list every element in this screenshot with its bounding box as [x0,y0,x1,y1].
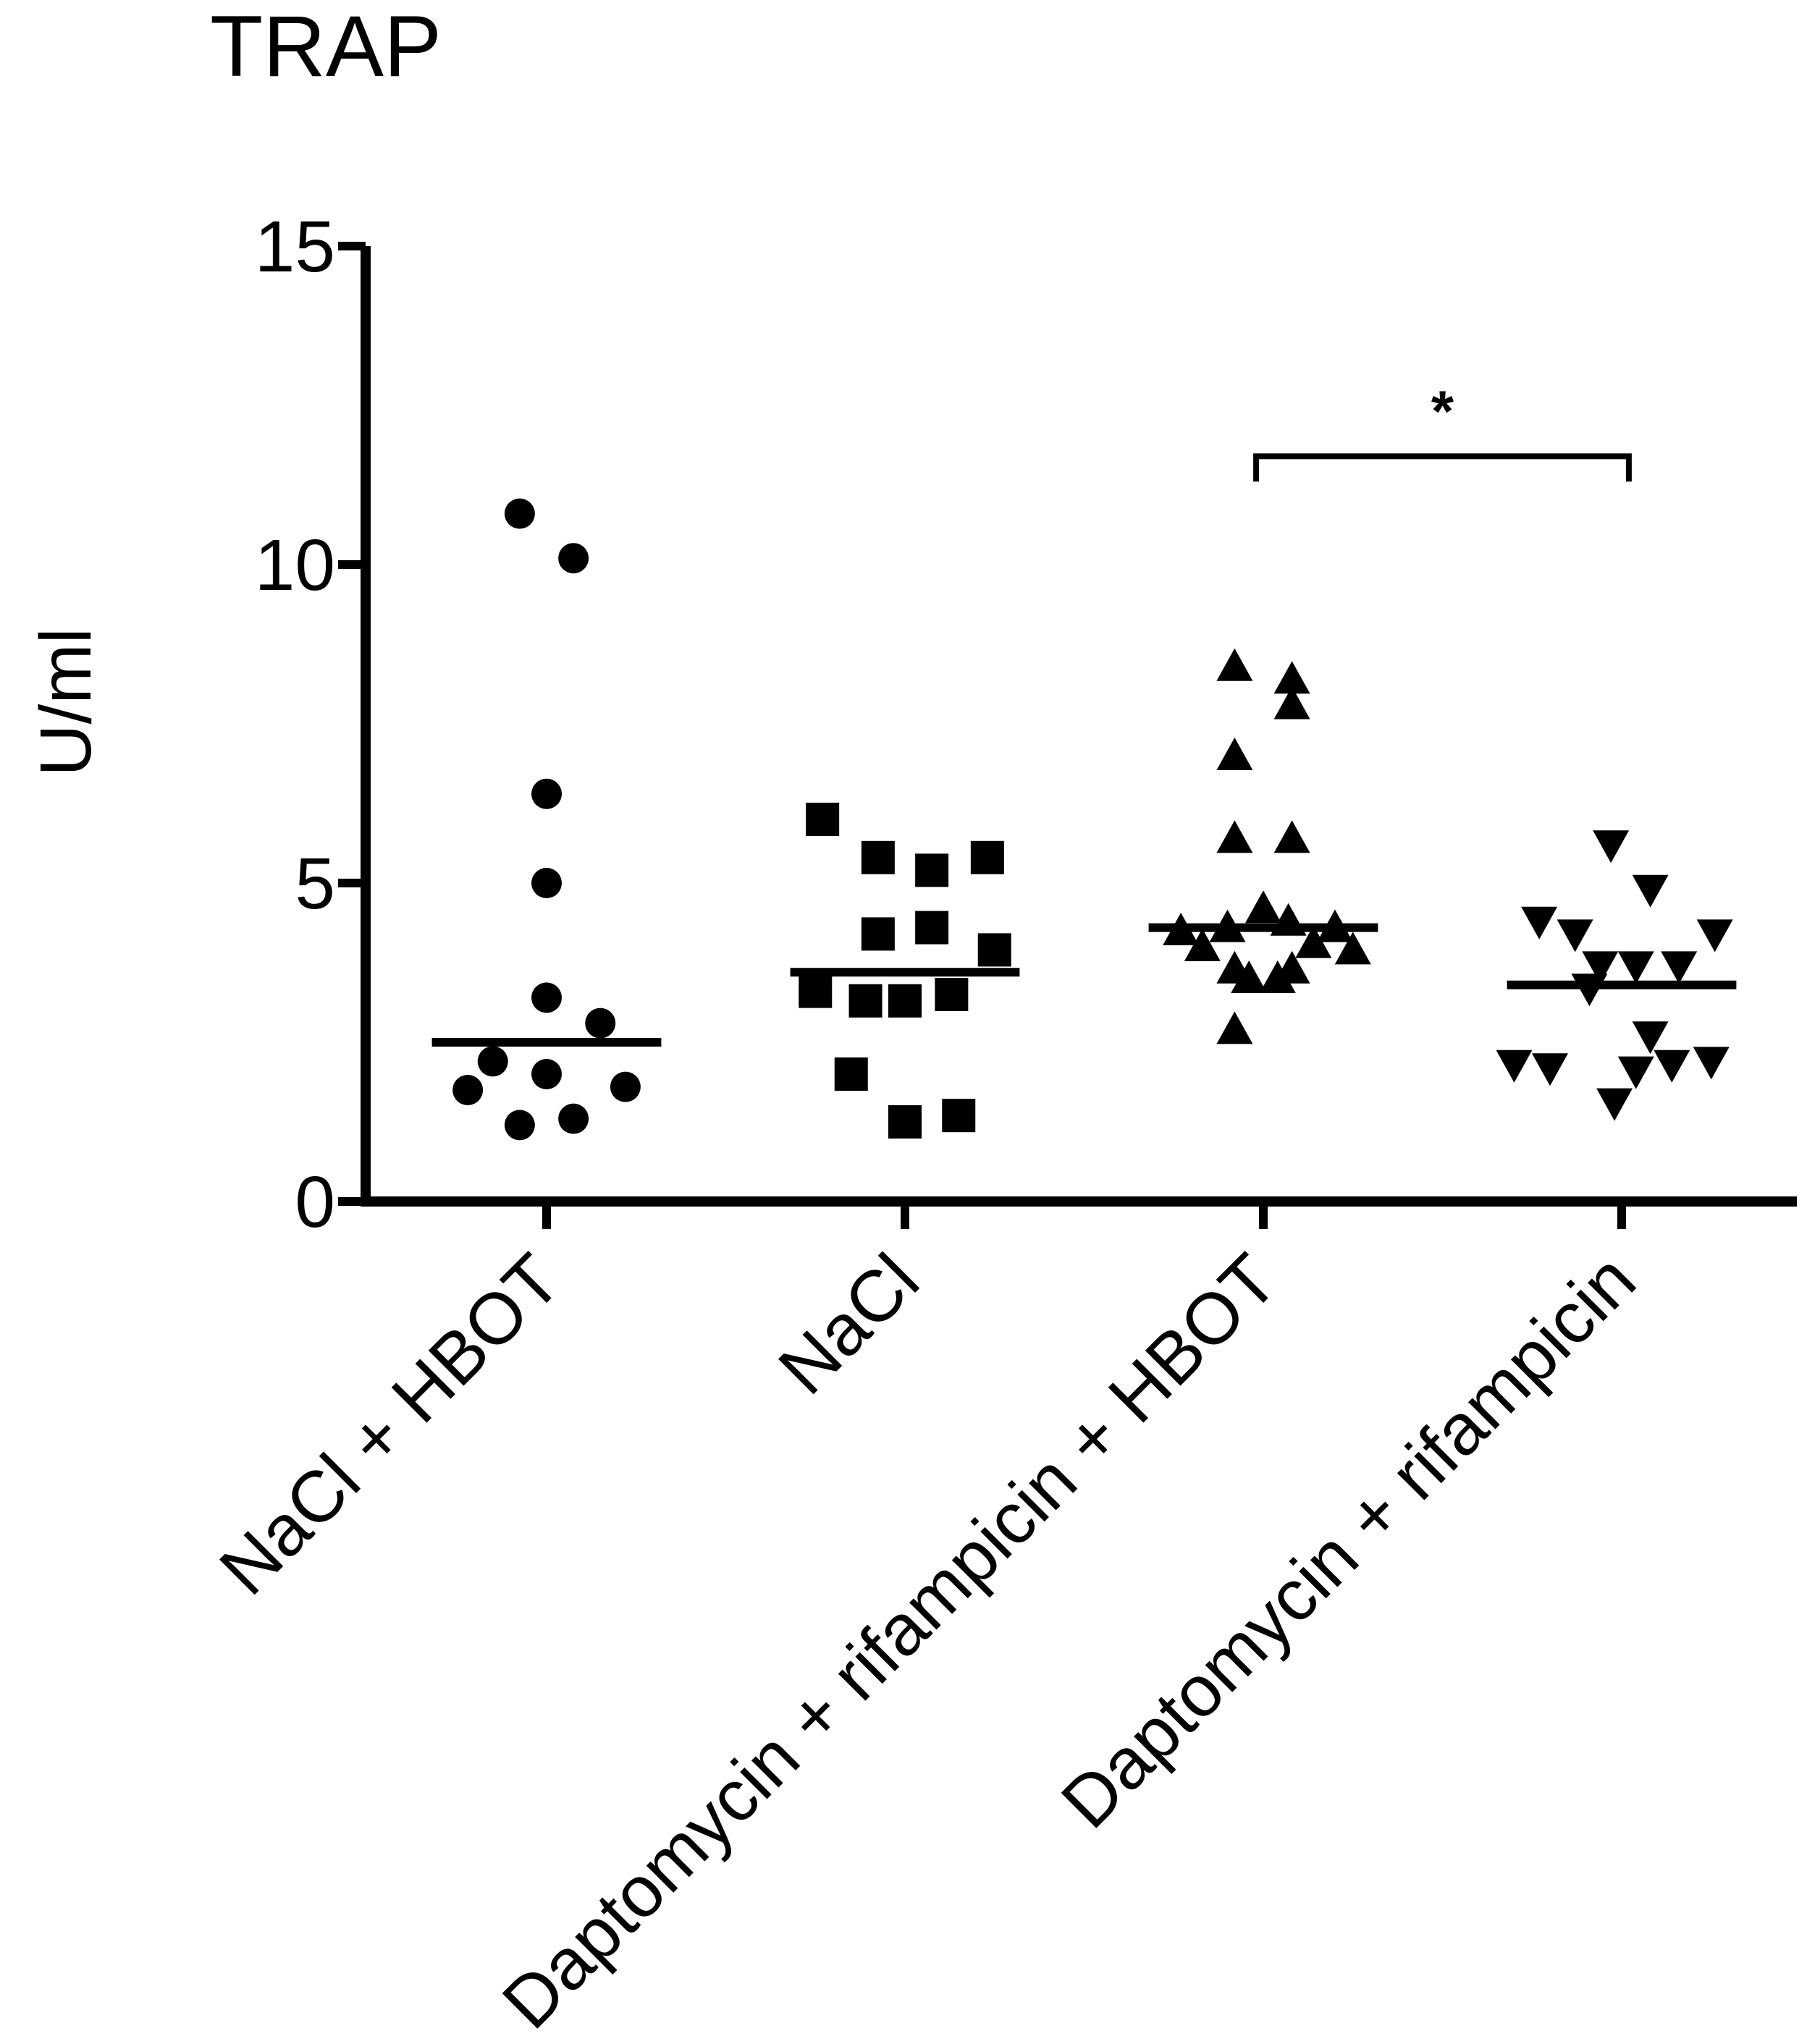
triangle-down-marker [1521,906,1558,939]
circle-marker [531,778,562,809]
triangle-down-marker [1632,1021,1669,1055]
series-3-points [1163,648,1371,1044]
triangle-up-marker [1334,932,1371,965]
triangle-up-marker [1216,648,1253,681]
triangle-up-marker [1273,686,1310,719]
circle-marker [558,543,589,574]
square-marker [942,1099,976,1133]
circle-marker [531,868,562,898]
triangle-down-marker [1593,830,1630,863]
triangle-down-marker [1661,951,1698,984]
triangle-up-marker [1216,1011,1253,1044]
square-marker [861,840,895,874]
square-marker [915,853,949,887]
triangle-down-marker [1532,1053,1568,1086]
square-marker [977,933,1011,967]
circle-marker [531,1059,562,1089]
triangle-up-marker [1273,820,1310,853]
square-marker [915,911,949,945]
significance-label: * [1431,379,1454,443]
triangle-down-marker [1582,951,1619,984]
x-tick-label: Daptomycin + rifampicin + HBOT [487,1238,1293,2044]
triangle-down-marker [1696,919,1733,953]
circle-marker [504,1110,535,1141]
triangle-down-marker [1632,874,1669,908]
triangle-up-marker [1259,960,1296,993]
square-marker [834,1057,868,1091]
data-points [452,498,1733,1141]
triangle-up-marker [1295,925,1332,958]
triangle-down-marker [1557,919,1593,953]
circle-marker [504,498,535,529]
triangle-up-marker [1231,960,1268,993]
circle-marker [477,1046,508,1077]
y-axis-label: U/ml [25,628,106,777]
triangle-up-marker [1216,738,1253,770]
square-marker [848,984,883,1018]
circle-marker [452,1075,484,1105]
y-tick-label: 0 [295,1162,335,1243]
x-tick-label: NaCl [763,1238,934,1409]
circle-marker [531,982,562,1013]
x-tick-label: NaCl + HBOT [204,1238,576,1610]
square-marker [799,974,833,1008]
triangle-down-marker [1571,974,1608,1007]
square-marker [970,840,1004,874]
triangle-up-marker [1184,929,1221,961]
circle-marker [558,1103,589,1134]
series-4-points [1496,830,1733,1121]
triangle-down-marker [1693,1047,1730,1080]
y-axis: 0 5 10 15 [255,206,371,1243]
y-tick-label: 15 [255,206,335,287]
triangle-up-marker [1216,820,1253,853]
series-1-points [452,498,641,1141]
triangle-up-marker [1273,661,1310,694]
triangle-down-marker [1596,1088,1633,1121]
square-marker [806,803,840,836]
circle-marker [610,1071,641,1102]
series-2-points [799,803,1011,1139]
square-marker [888,984,922,1018]
significance-bracket [1253,453,1632,482]
mean-lines [431,923,1737,1047]
y-tick-label: 5 [295,843,335,924]
y-tick-label: 10 [255,525,335,606]
significance-annotations: * [1253,379,1632,482]
square-marker [861,917,895,951]
triangle-down-marker [1617,951,1654,984]
triangle-down-marker [1654,1050,1690,1083]
square-marker [935,978,969,1011]
triangle-down-marker [1617,1056,1654,1089]
triangle-down-marker [1496,1050,1533,1083]
square-marker [888,1105,922,1139]
circle-marker [585,1008,616,1039]
triangle-up-marker [1245,890,1281,924]
chart-title: TRAP [210,0,442,95]
x-tick-label: Daptomycin + rifampicin [1046,1238,1651,1844]
